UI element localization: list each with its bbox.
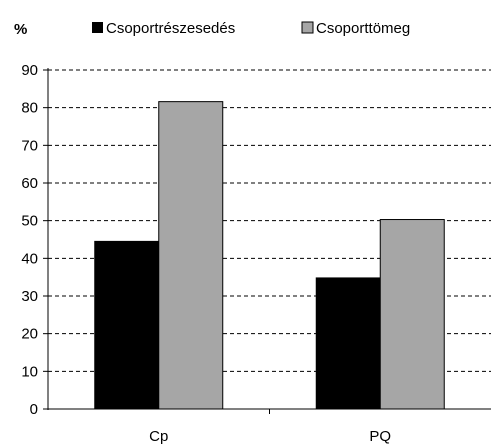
y-tick-label-80: 80: [21, 100, 38, 117]
y-tick-label-90: 90: [21, 62, 38, 79]
bars: [94, 101, 445, 410]
bar-cp-series-1: [94, 240, 160, 410]
legend: Csoportrészesedés Csoporttömeg: [92, 20, 410, 37]
y-tick-label-50: 50: [21, 213, 38, 230]
legend-label-csoporttomeg: Csoporttömeg: [316, 20, 410, 37]
y-axis-ticks: 0 10 20 30 40 50 60 70 80 90: [21, 62, 270, 418]
y-tick-label-0: 0: [30, 401, 38, 418]
y-unit-label: %: [14, 21, 27, 38]
legend-label-csoportreszesedes: Csoportrészesedés: [106, 20, 235, 37]
y-tick-label-20: 20: [21, 326, 38, 343]
y-tick-label-10: 10: [21, 363, 38, 380]
x-tick-label-pq: PQ: [369, 428, 391, 445]
y-tick-label-30: 30: [21, 288, 38, 305]
legend-swatch-csoportreszesedes: [92, 22, 103, 33]
bar-cp-series-2: [158, 101, 224, 410]
legend-swatch-csoporttomeg: [301, 21, 314, 34]
bar-pq-series-1: [315, 277, 381, 410]
y-tick-label-70: 70: [21, 137, 38, 154]
y-tick-label-40: 40: [21, 250, 38, 267]
x-axis-labels: Cp PQ: [149, 428, 391, 445]
bar-pq-series-2: [379, 219, 445, 410]
x-tick-label-cp: Cp: [149, 428, 168, 445]
y-tick-label-60: 60: [21, 175, 38, 192]
